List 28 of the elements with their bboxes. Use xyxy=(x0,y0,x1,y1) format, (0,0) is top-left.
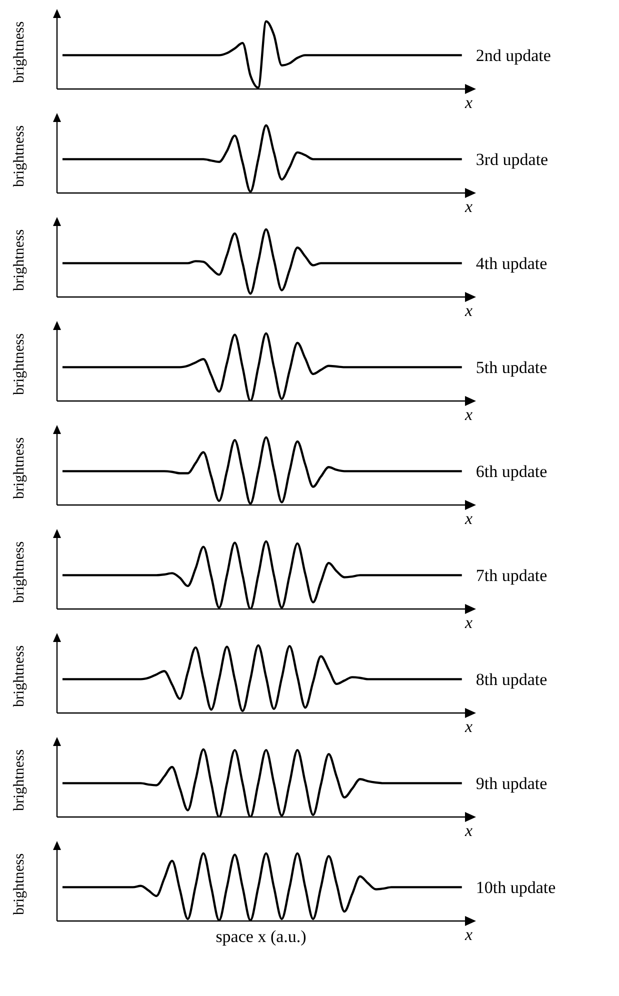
series-label: 10th update xyxy=(476,878,556,898)
series-label: 7th update xyxy=(476,566,548,586)
series-label: 6th update xyxy=(476,462,548,482)
x-axis-title: x xyxy=(465,925,473,945)
x-axis-title: x xyxy=(465,197,473,217)
y-axis-title: brightness xyxy=(10,748,28,814)
x-axis-title: x xyxy=(465,301,473,321)
series-label: 2nd update xyxy=(476,46,551,66)
x-axis-title: x xyxy=(465,717,473,737)
series-label: 4th update xyxy=(476,254,548,274)
series-label: 8th update xyxy=(476,670,548,690)
x-axis-title: x xyxy=(465,509,473,529)
y-axis-title: brightness xyxy=(10,436,28,502)
x-axis-title: x xyxy=(465,93,473,113)
y-axis-title: brightness xyxy=(10,124,28,190)
series-label: 5th update xyxy=(476,358,548,378)
x-axis-title: x xyxy=(465,821,473,841)
y-axis-title: brightness xyxy=(10,644,28,710)
y-axis-title: brightness xyxy=(10,852,28,918)
x-axis-title: x xyxy=(465,405,473,425)
y-axis-title: brightness xyxy=(10,540,28,606)
series-label: 3rd update xyxy=(476,150,548,170)
y-axis-title: brightness xyxy=(10,332,28,398)
y-axis-title: brightness xyxy=(10,20,28,86)
series-label: 9th update xyxy=(476,774,548,794)
text: space x (a.u.) xyxy=(214,927,308,947)
y-axis-title: brightness xyxy=(10,228,28,294)
x-axis-title: x xyxy=(465,613,473,633)
